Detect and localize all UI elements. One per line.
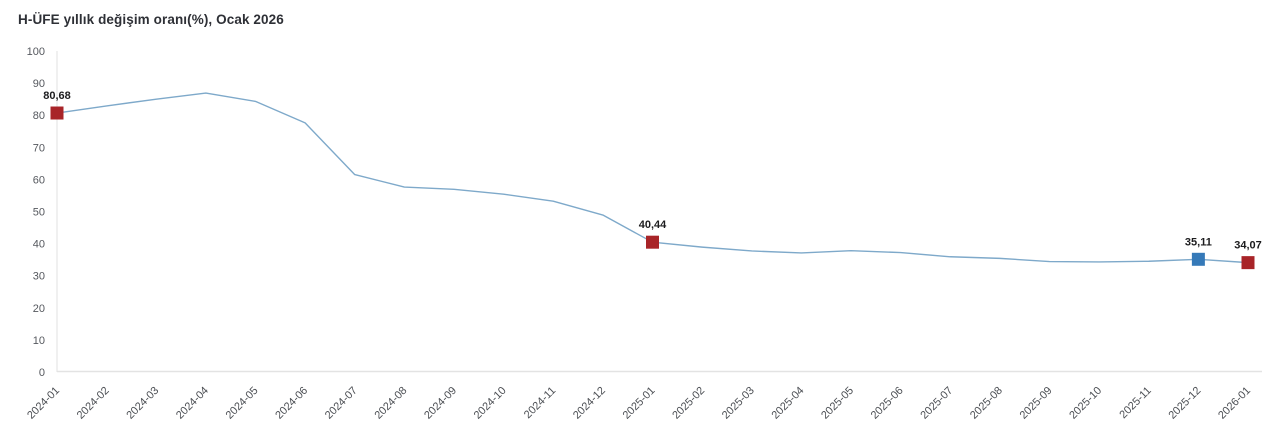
x-tick-label: 2024-11 xyxy=(522,385,558,421)
data-point-marker-red xyxy=(1241,256,1255,270)
y-tick-label: 60 xyxy=(33,174,45,186)
y-tick-label: 20 xyxy=(33,303,45,315)
x-tick-label: 2024-09 xyxy=(422,385,459,422)
y-tick-label: 0 xyxy=(39,367,45,379)
x-tick-label: 2024-03 xyxy=(124,385,161,422)
x-tick-label: 2025-12 xyxy=(1166,385,1203,422)
data-point-label: 40,44 xyxy=(639,219,667,231)
x-tick-label: 2025-01 xyxy=(621,385,658,422)
y-tick-label: 50 xyxy=(33,207,45,219)
x-tick-label: 2024-01 xyxy=(25,385,62,422)
y-tick-label: 10 xyxy=(33,335,45,347)
x-tick-label: 2026-01 xyxy=(1216,385,1253,422)
data-point-label: 80,68 xyxy=(43,90,71,102)
data-point-marker-red xyxy=(50,106,64,120)
x-tick-label: 2025-05 xyxy=(819,385,856,422)
y-tick-label: 100 xyxy=(27,46,45,58)
data-point-marker-red xyxy=(646,235,659,249)
x-tick-label: 2025-04 xyxy=(769,385,806,422)
x-tick-label: 2025-02 xyxy=(670,385,707,422)
x-tick-label: 2025-08 xyxy=(968,385,1005,422)
x-tick-label: 2025-09 xyxy=(1018,385,1055,422)
x-tick-label: 2024-07 xyxy=(323,385,360,422)
y-tick-label: 80 xyxy=(33,110,45,122)
y-tick-label: 40 xyxy=(33,239,45,251)
x-tick-label: 2024-06 xyxy=(273,385,310,422)
data-point-label: 35,11 xyxy=(1185,236,1212,248)
x-tick-label: 2025-07 xyxy=(918,385,955,422)
y-tick-label: 70 xyxy=(33,142,45,154)
x-tick-label: 2025-06 xyxy=(869,385,906,422)
y-tick-label: 30 xyxy=(33,271,45,283)
y-tick-label: 90 xyxy=(33,78,45,90)
x-tick-label: 2024-02 xyxy=(75,385,112,422)
data-point-marker-blue xyxy=(1191,252,1205,266)
chart-title: H-ÜFE yıllık değişim oranı(%), Ocak 2026 xyxy=(18,12,284,27)
x-tick-label: 2024-12 xyxy=(571,385,608,422)
x-tick-label: 2025-10 xyxy=(1067,385,1104,422)
x-tick-label: 2025-11 xyxy=(1117,385,1153,421)
x-tick-label: 2024-04 xyxy=(174,385,211,422)
data-point-label: 34,07 xyxy=(1234,240,1262,252)
x-tick-label: 2025-03 xyxy=(720,385,757,422)
x-tick-label: 2024-08 xyxy=(372,385,409,422)
x-tick-label: 2024-10 xyxy=(472,385,509,422)
x-tick-label: 2024-05 xyxy=(224,385,261,422)
